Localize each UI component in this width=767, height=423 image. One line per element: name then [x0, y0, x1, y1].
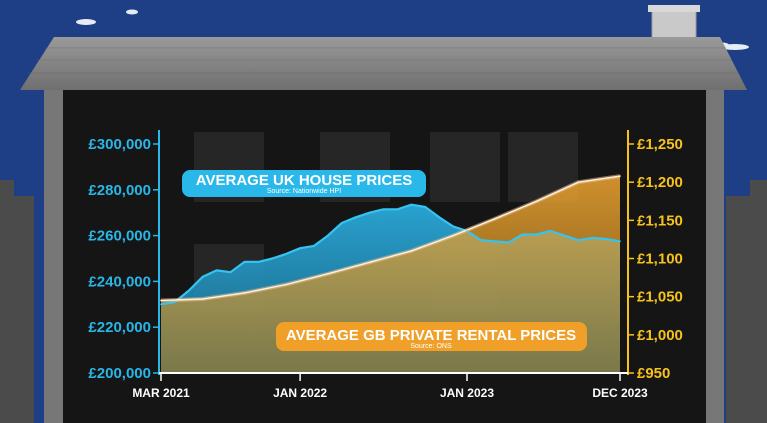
- right-tick-label: £1,000: [637, 327, 683, 344]
- rental-price-point: [160, 299, 162, 302]
- rental-price-point: [368, 261, 371, 264]
- x-tick-label: JAN 2023: [440, 386, 494, 400]
- house-price-point: [438, 216, 440, 219]
- house-price-point: [577, 239, 580, 241]
- x-axis-ticks: MAR 2021 JAN 2022 JAN 2023 DEC 2023: [132, 373, 648, 400]
- house-price-point: [354, 216, 357, 219]
- left-tick-label: £240,000: [88, 273, 151, 290]
- right-tick-label: £1,050: [637, 289, 683, 306]
- right-axis-ticks: £1,250 £1,200 £1,150 £1,100 £1,050 £1,000 £950: [628, 136, 683, 382]
- right-tick-label: £1,100: [637, 251, 683, 268]
- house-price-point: [271, 257, 274, 260]
- left-tick-label: £280,000: [88, 182, 151, 199]
- roof: [20, 37, 747, 90]
- house-price-point: [521, 233, 524, 236]
- house-price-point: [563, 234, 566, 237]
- right-tick-label: £1,200: [637, 174, 683, 191]
- rental-price-point: [577, 181, 580, 183]
- rental-price-point: [619, 175, 621, 177]
- house-price-point: [466, 230, 468, 232]
- house-price-point: [243, 261, 246, 263]
- rental-price-line: [160, 175, 621, 302]
- house-price-source: Source: Nationwide HPI: [267, 188, 341, 195]
- house-price-label: AVERAGE UK HOUSE PRICES Source: Nationwi…: [182, 170, 426, 197]
- right-tick-label: £1,250: [637, 136, 683, 153]
- rental-price-label: AVERAGE GB PRIVATE RENTAL PRICES Source:…: [276, 322, 587, 351]
- house-price-point: [257, 261, 260, 263]
- house-price-point: [160, 303, 162, 306]
- house-price-line: [160, 203, 621, 306]
- rental-price-point: [285, 283, 287, 286]
- house-price-point: [327, 234, 329, 237]
- house-price-point: [507, 241, 510, 244]
- x-tick-label: MAR 2021: [132, 386, 190, 400]
- rental-price-source: Source: ONS: [410, 343, 452, 350]
- background-buildings: [0, 180, 767, 423]
- house-price-point: [591, 237, 593, 239]
- rental-price-point: [201, 298, 204, 300]
- house-price-point: [494, 240, 496, 243]
- rental-price-point: [243, 292, 246, 294]
- left-axis-ticks: £300,000 £280,000 £260,000 £240,000 £220,000…: [88, 136, 159, 382]
- right-tick-label: £950: [637, 365, 670, 382]
- house-price-point: [188, 289, 190, 292]
- house-price-point: [396, 208, 399, 211]
- house-price-point: [452, 225, 454, 228]
- left-tick-label: £200,000: [88, 365, 151, 382]
- right-tick-label: £1,150: [637, 212, 683, 229]
- left-tick-label: £300,000: [88, 136, 151, 153]
- house-price-point: [215, 269, 218, 272]
- rental-price-point: [410, 250, 413, 252]
- rental-price-point: [494, 218, 496, 220]
- house-price-point: [480, 239, 482, 241]
- house-price-point: [201, 276, 204, 278]
- house-price-point: [605, 238, 607, 240]
- rental-price-title: AVERAGE GB PRIVATE RENTAL PRICES: [286, 327, 576, 344]
- house-price-point: [382, 208, 385, 211]
- x-tick-label: DEC 2023: [592, 386, 648, 400]
- house-price-point: [549, 230, 552, 232]
- house-price-point: [174, 301, 176, 303]
- house-price-title: AVERAGE UK HOUSE PRICES: [196, 172, 412, 189]
- house-price-point: [341, 222, 343, 224]
- house-price-point: [619, 240, 621, 243]
- house-price-point: [285, 253, 287, 255]
- house-price-point: [229, 271, 232, 274]
- rental-price-point: [452, 234, 454, 237]
- house-price-point: [313, 245, 315, 247]
- x-tick-label: JAN 2022: [273, 386, 327, 400]
- left-tick-label: £260,000: [88, 228, 151, 245]
- house-price-point: [368, 211, 371, 214]
- house-price-point: [299, 247, 301, 249]
- rental-price-point: [327, 272, 329, 275]
- rental-price-point: [535, 200, 538, 203]
- house-price-point: [424, 206, 427, 208]
- left-tick-label: £220,000: [88, 319, 151, 336]
- house-price-point: [410, 203, 413, 206]
- house-price-point: [535, 233, 538, 236]
